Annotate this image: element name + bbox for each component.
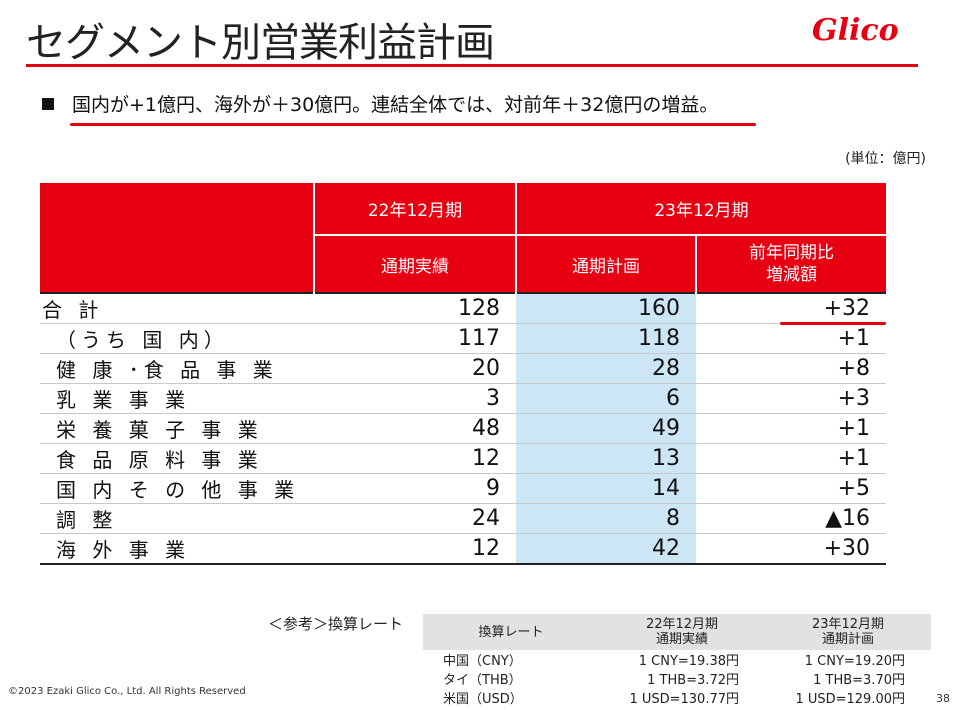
segment-profit-table: 22年12月期 23年12月期 通期実績 通期計画 前年同期比 増減額 合 計 … [40, 183, 886, 565]
rate-row: 米国（USD） 1 USD=130.77円 1 USD=129.00円 [423, 688, 931, 707]
table-row: （うち 国 内） 117 118 +1 [40, 323, 886, 354]
page-title: セグメント別営業利益計画 [26, 20, 495, 66]
table-row: 食 品 原 料 事 業 12 13 +1 [40, 443, 886, 474]
yoy-value: +5 [696, 473, 886, 504]
row-label: 栄 養 菓 子 事 業 [40, 413, 314, 444]
actual-value: 12 [314, 443, 516, 474]
actual-value: 128 [314, 292, 516, 324]
table-row: 調 整 24 8 ▲16 [40, 503, 886, 534]
ref-header-rate: 換算レート [423, 614, 599, 650]
rate-row: 中国（CNY） 1 CNY=19.38円 1 CNY=19.20円 [423, 650, 931, 669]
row-label: 調 整 [40, 503, 314, 534]
rate-fy22: 1 CNY=19.38円 [638, 654, 739, 669]
exchange-rate-table: 換算レート 22年12月期 通期実績 23年12月期 通期計画 中国（CNY） … [423, 614, 931, 707]
currency-label: 米国（USD） [443, 692, 523, 707]
page-number: 38 [936, 692, 950, 705]
yoy-value: +1 [696, 443, 886, 474]
rate-fy23: 1 CNY=19.20円 [804, 654, 905, 669]
actual-value: 12 [314, 533, 516, 565]
table-row: 国 内 そ の 他 事 業 9 14 +5 [40, 473, 886, 504]
table-row: 健 康 ･食 品 事 業 20 28 +8 [40, 353, 886, 384]
currency-label: 中国（CNY） [443, 654, 522, 669]
yoy-value: ▲16 [696, 503, 886, 534]
row-label: 国 内 そ の 他 事 業 [40, 473, 314, 504]
rate-fy22: 1 USD=130.77円 [629, 692, 739, 707]
row-label: 海 外 事 業 [40, 533, 314, 565]
table-row: 栄 養 菓 子 事 業 48 49 +1 [40, 413, 886, 444]
yoy-value: +1 [696, 323, 886, 354]
actual-value: 20 [314, 353, 516, 384]
row-label: 合 計 [40, 292, 314, 324]
row-label: （うち 国 内） [40, 323, 314, 354]
summary-bullet: 国内が+1億円、海外が＋30億円。連結全体では、対前年＋32億円の増益。 [42, 90, 718, 117]
actual-value: 117 [314, 323, 516, 354]
header-plan: 通期計画 [515, 234, 696, 293]
title-divider [26, 64, 918, 67]
actual-value: 3 [314, 383, 516, 414]
plan-value: 160 [516, 292, 696, 324]
reference-label: ＜参考＞換算レート [268, 615, 404, 633]
bullet-square-icon [42, 97, 54, 110]
row-label: 食 品 原 料 事 業 [40, 443, 314, 474]
plan-value: 28 [516, 353, 696, 384]
rate-fy23: 1 USD=129.00円 [795, 692, 905, 707]
yoy-value: +30 [696, 533, 886, 565]
summary-underline [70, 123, 756, 126]
yoy-value: +3 [696, 383, 886, 414]
rate-fy23: 1 THB=3.70円 [813, 673, 905, 688]
currency-label: タイ（THB） [443, 673, 522, 688]
plan-value: 49 [516, 413, 696, 444]
plan-value: 8 [516, 503, 696, 534]
plan-value: 118 [516, 323, 696, 354]
actual-value: 48 [314, 413, 516, 444]
ref-header-fy23: 23年12月期 通期計画 [765, 614, 931, 650]
glico-logo: Glico [812, 13, 899, 48]
plan-value: 6 [516, 383, 696, 414]
table-row: 乳 業 事 業 3 6 +3 [40, 383, 886, 414]
logo-text: Glico [812, 13, 899, 48]
header-actual: 通期実績 [313, 234, 516, 293]
row-label: 健 康 ･食 品 事 業 [40, 353, 314, 384]
plan-value: 14 [516, 473, 696, 504]
yoy-value: +1 [696, 413, 886, 444]
unit-label: (単位：億円) [845, 151, 926, 167]
summary-text: 国内が+1億円、海外が＋30億円。連結全体では、対前年＋32億円の増益。 [72, 94, 719, 116]
header-fy22: 22年12月期 [313, 183, 516, 235]
header-blank [40, 183, 314, 293]
plan-value: 42 [516, 533, 696, 565]
table-row: 合 計 128 160 +32 [40, 292, 886, 324]
header-fy23: 23年12月期 [515, 183, 886, 235]
yoy-value: +8 [696, 353, 886, 384]
rate-fy22: 1 THB=3.72円 [647, 673, 739, 688]
copyright: ©2023 Ezaki Glico Co., Ltd. All Rights R… [8, 686, 246, 697]
ref-header-fy22: 22年12月期 通期実績 [599, 614, 765, 650]
header-yoy: 前年同期比 増減額 [695, 234, 886, 293]
table-row: 海 外 事 業 12 42 +30 [40, 533, 886, 565]
actual-value: 9 [314, 473, 516, 504]
rate-row: タイ（THB） 1 THB=3.72円 1 THB=3.70円 [423, 669, 931, 688]
plan-value: 13 [516, 443, 696, 474]
row-label: 乳 業 事 業 [40, 383, 314, 414]
actual-value: 24 [314, 503, 516, 534]
yoy-value: +32 [696, 292, 886, 324]
total-highlight-underline [780, 322, 886, 325]
